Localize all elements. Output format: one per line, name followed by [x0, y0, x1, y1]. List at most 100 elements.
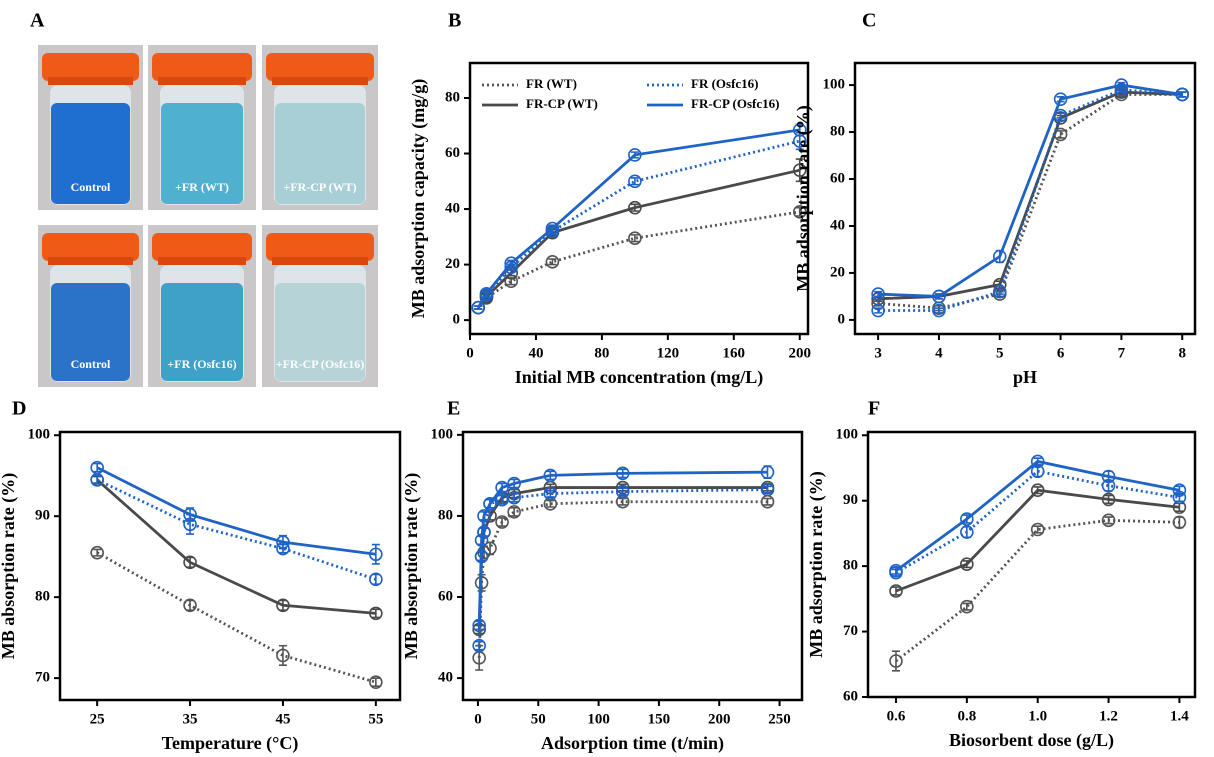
- x-tick-label: 1.2: [1099, 708, 1118, 724]
- data-point: [889, 654, 903, 668]
- data-point: [507, 505, 521, 519]
- data-point: [1114, 78, 1129, 92]
- vial-liquid: [51, 283, 130, 381]
- y-tick-label: 80: [445, 89, 460, 105]
- data-point: [628, 200, 642, 215]
- y-axis-title: MB absorption rate (%): [0, 473, 19, 659]
- data-point: [1030, 522, 1045, 537]
- data-point: [276, 598, 290, 613]
- data-point: [760, 465, 775, 479]
- y-axis-title: MB adsorption rate (%): [806, 471, 827, 657]
- error-bar: [1104, 516, 1113, 525]
- data-point: [960, 512, 974, 526]
- y-tick-label: 40: [830, 217, 845, 233]
- error-bar: [962, 560, 971, 569]
- x-axis-title: Initial MB concentration (mg/L): [515, 367, 763, 388]
- error-bar: [1056, 112, 1065, 119]
- panel-label: C: [862, 10, 876, 32]
- series-line: [477, 139, 801, 309]
- vial-liquid: [275, 103, 365, 204]
- legend-label: FR-CP (Osfc16): [691, 96, 779, 111]
- error-bar: [891, 650, 900, 672]
- data-point: [471, 300, 486, 315]
- series-line: [96, 551, 377, 684]
- y-axis-title: MB adsorption capacity (mg/g): [408, 79, 429, 318]
- data-point: [932, 289, 946, 304]
- photo-caption: +FR (WT): [175, 180, 229, 194]
- error-bar: [618, 468, 627, 479]
- error-bar: [546, 470, 555, 481]
- error-bar: [93, 548, 102, 557]
- error-bar: [371, 608, 380, 619]
- error-bar: [474, 305, 483, 310]
- y-tick-label: 0: [453, 312, 461, 328]
- legend-label: FR (WT): [526, 76, 577, 91]
- data-point: [543, 496, 558, 511]
- error-bar: [498, 517, 507, 527]
- error-bar: [874, 307, 883, 314]
- x-tick-label: 7: [1118, 345, 1126, 361]
- error-bar: [630, 203, 639, 212]
- y-tick-label: 100: [836, 427, 859, 443]
- x-tick-label: 55: [368, 711, 383, 727]
- error-bar: [934, 307, 943, 314]
- x-axis-title: Temperature (°C): [162, 733, 299, 754]
- error-bar: [630, 151, 639, 159]
- error-bar: [1104, 494, 1113, 505]
- x-tick-label: 25: [90, 711, 105, 727]
- plot-frame: [461, 430, 804, 702]
- series-line: [878, 90, 1183, 301]
- error-bar: [962, 602, 971, 611]
- series-line: [878, 88, 1183, 312]
- data-point: [495, 515, 509, 529]
- series-line: [96, 478, 377, 581]
- x-axis-title: Biosorbent dose (g/L): [949, 730, 1114, 751]
- x-tick-label: 250: [768, 711, 791, 727]
- x-tick-label: 5: [996, 345, 1004, 361]
- data-point: [628, 174, 642, 189]
- error-bar: [486, 541, 495, 556]
- data-point: [760, 482, 775, 497]
- error-bar: [548, 224, 557, 233]
- plot-frame: [866, 430, 1197, 699]
- data-point: [960, 599, 974, 614]
- photo-panel: Control +FR (WT) +FR-CP (WT) Control +FR (Os…: [38, 45, 378, 387]
- error-bar: [763, 497, 772, 506]
- vial-cap-ring: [158, 257, 246, 265]
- error-bar: [1056, 96, 1065, 103]
- y-tick-label: 70: [843, 623, 858, 639]
- vial-cap: [42, 233, 139, 261]
- legend-label: FR-CP (WT): [526, 96, 598, 111]
- x-tick-label: 80: [594, 345, 609, 361]
- vial-cap: [152, 233, 252, 261]
- error-bar: [477, 535, 486, 546]
- x-tick-label: 3: [874, 345, 882, 361]
- data-point: [889, 584, 903, 598]
- x-tick-label: 100: [587, 711, 610, 727]
- error-bar: [891, 566, 900, 575]
- x-tick-label: 0.8: [957, 708, 976, 724]
- error-bar: [510, 478, 519, 489]
- y-tick-label: 100: [823, 77, 846, 93]
- data-point: [992, 284, 1007, 299]
- data-point: [1030, 454, 1045, 469]
- error-bar: [874, 290, 883, 298]
- panel-label: F: [868, 398, 880, 420]
- data-point: [615, 466, 630, 481]
- y-tick-label: 40: [438, 670, 453, 686]
- vial-liquid: [275, 283, 365, 381]
- data-point: [1030, 483, 1045, 498]
- error-bar: [498, 494, 507, 505]
- error-bar: [618, 487, 627, 496]
- data-point: [507, 490, 521, 505]
- series-line: [878, 93, 1183, 310]
- data-point: [369, 606, 383, 621]
- y-tick-label: 0: [838, 311, 846, 327]
- x-axis-title: Adsorption time (t/min): [541, 733, 724, 754]
- vial-cap: [266, 233, 374, 261]
- x-tick-label: 45: [275, 711, 290, 727]
- error-bar: [507, 259, 516, 267]
- error-bar: [479, 511, 488, 521]
